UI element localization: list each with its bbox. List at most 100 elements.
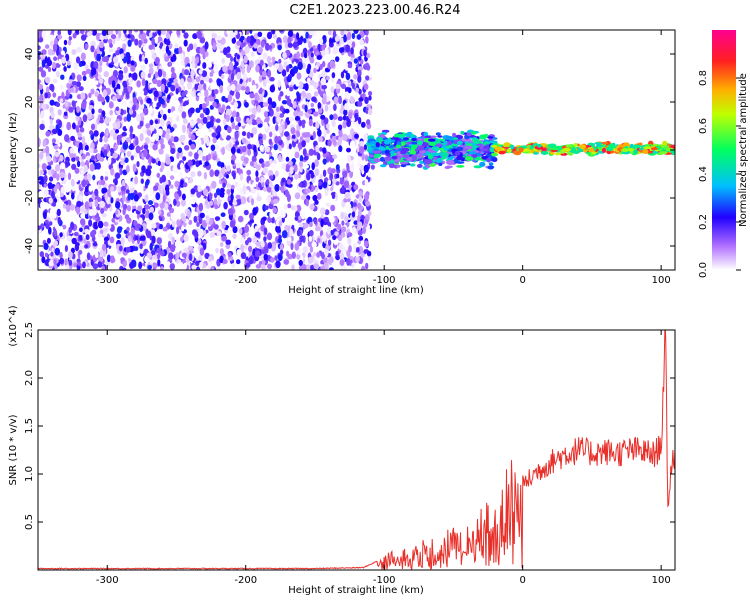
spectrogram-cell <box>327 139 332 147</box>
spectrogram-cell <box>230 116 234 124</box>
spectrogram-cell <box>212 42 217 51</box>
spectrogram-cell <box>262 133 267 141</box>
spectrogram-cell <box>78 194 84 203</box>
spectrogram-cell <box>277 253 283 262</box>
spectrogram-cell <box>250 51 255 57</box>
spectrogram-cell <box>278 220 283 227</box>
spectrogram-cell <box>301 140 306 148</box>
spectrogram-cell <box>38 45 41 51</box>
spectrogram-cell <box>336 173 340 179</box>
spectrogram-cell <box>267 61 273 67</box>
spectrogram-cell <box>324 209 330 216</box>
spectrogram-cell <box>68 112 73 119</box>
spectrogram-cell <box>115 210 119 215</box>
spectrogram-cell <box>169 263 175 270</box>
spectrogram-cell <box>325 48 329 56</box>
spectrogram-cell <box>338 135 343 144</box>
spectrogram-cell <box>333 103 337 112</box>
spectrogram-cell <box>186 81 193 90</box>
spectrogram-cell <box>353 30 359 34</box>
spectrogram-cell <box>294 242 300 251</box>
spectrogram-cell <box>113 133 117 141</box>
spectrogram-cell <box>308 235 313 242</box>
spectrogram-cell <box>384 139 390 145</box>
spectrogram-cell <box>151 53 157 60</box>
spectrogram-cell <box>120 257 125 262</box>
spectrogram-cell <box>455 161 465 164</box>
spectrogram-cell <box>154 119 159 125</box>
spectrogram-cell <box>52 92 57 98</box>
spectrogram-cell <box>220 37 226 45</box>
spectrogram-cell <box>312 252 317 257</box>
spectrogram-cell <box>71 100 76 107</box>
spectrogram-cell <box>416 153 424 159</box>
spectrogram-cell <box>274 63 280 69</box>
spectrogram-ytick-label: 40 <box>24 48 35 61</box>
spectrogram-cell <box>267 69 272 78</box>
spectrogram-cell <box>68 106 74 113</box>
spectrogram-cell <box>154 56 160 65</box>
spectrogram-cell <box>153 202 159 208</box>
spectrogram-cell <box>197 84 203 91</box>
spectrogram-cell <box>60 74 65 80</box>
spectrogram-cell <box>357 221 363 229</box>
spectrogram-cell <box>109 43 113 48</box>
spectrogram-cell <box>73 231 79 237</box>
spectrogram-cell <box>200 80 204 85</box>
spectrogram-cell <box>96 162 101 170</box>
spectrogram-cell <box>331 119 336 128</box>
spectrogram-cell <box>244 45 250 54</box>
spectrogram-cell <box>43 174 48 183</box>
spectrogram-cell <box>150 250 156 256</box>
spectrogram-cell <box>51 212 57 219</box>
spectrogram-cell <box>169 244 176 253</box>
spectrogram-cell <box>80 52 86 61</box>
spectrogram-cell <box>154 132 159 142</box>
spectrogram-cell <box>358 235 364 241</box>
spectrogram-cell <box>320 265 325 270</box>
spectrogram-cell <box>53 56 58 61</box>
spectrogram-cell <box>181 68 186 76</box>
spectrogram-cell <box>145 137 150 143</box>
spectrogram-cell <box>271 101 277 109</box>
spectrogram-cell <box>204 75 210 82</box>
spectrogram-cell <box>347 63 353 69</box>
spectrogram-cell <box>49 118 53 125</box>
spectrogram-cell <box>365 36 369 44</box>
spectrogram-cell <box>117 134 122 142</box>
spectrogram-cell <box>359 59 364 65</box>
spectrogram-cell <box>189 120 196 127</box>
spectrogram-cell <box>57 109 62 116</box>
spectrogram-cell <box>61 56 67 64</box>
colorbar-label: Normalized spectral amplitude <box>738 73 749 227</box>
spectrogram-cell <box>90 45 95 53</box>
spectrogram-cell <box>252 84 257 90</box>
spectrogram-cell <box>231 110 237 118</box>
spectrogram-cell <box>81 179 87 188</box>
spectrogram-cell <box>266 196 272 203</box>
spectrogram-cell <box>235 91 241 100</box>
spectrogram-cell <box>73 173 80 183</box>
spectrogram-cell <box>49 34 55 40</box>
spectrogram-cell <box>38 60 41 66</box>
spectrogram-cell <box>313 82 319 89</box>
spectrogram-cell <box>199 212 205 219</box>
spectrogram-cell <box>409 150 416 155</box>
spectrogram-cell <box>162 113 167 121</box>
spectrogram-cell <box>229 220 236 228</box>
spectrogram-cell <box>284 131 290 137</box>
spectrogram-cell <box>81 153 86 160</box>
spectrogram-cell <box>357 156 362 164</box>
spectrogram-cell <box>596 143 602 148</box>
spectrogram-cell <box>215 247 219 254</box>
spectrogram-cell <box>174 47 180 55</box>
spectrogram-cell <box>267 242 273 249</box>
spectrogram-cell <box>228 31 235 39</box>
spectrogram-cell <box>419 149 426 154</box>
spectrogram-cell <box>68 36 73 41</box>
spectrogram-cell <box>126 113 132 122</box>
spectrogram-cell <box>241 137 247 144</box>
spectrogram-cell <box>38 176 44 181</box>
spectrogram-cell <box>498 150 506 154</box>
spectrogram-cell <box>274 135 279 144</box>
